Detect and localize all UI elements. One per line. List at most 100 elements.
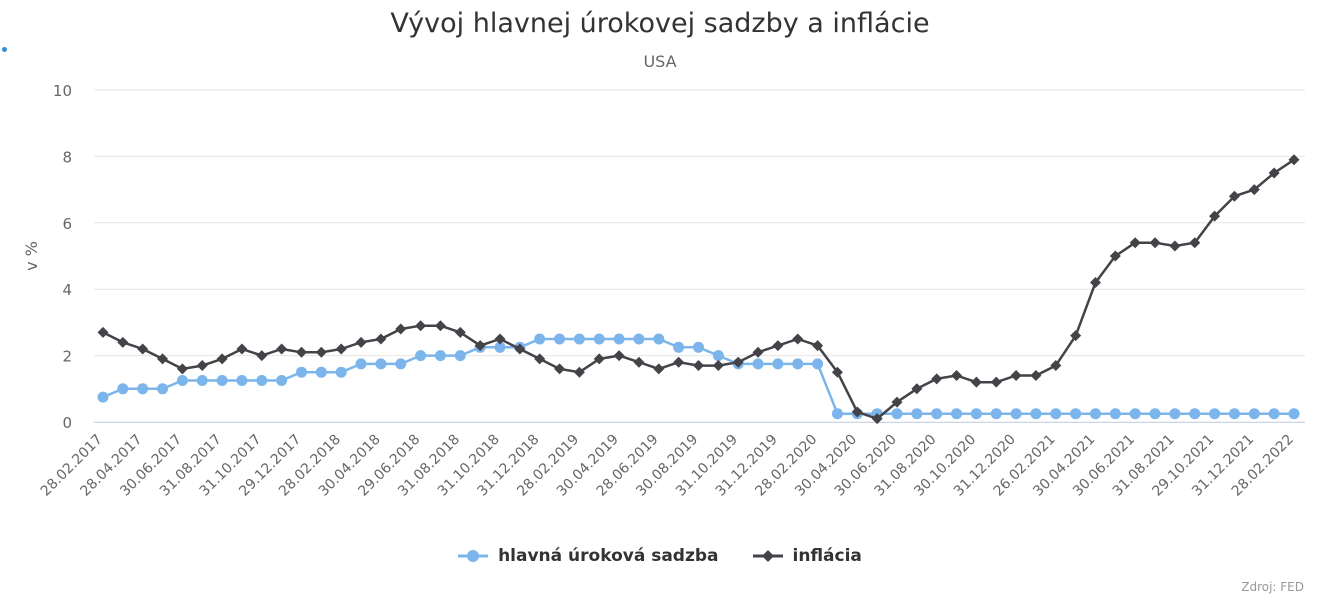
data-point[interactable] bbox=[514, 343, 526, 355]
data-point[interactable] bbox=[97, 326, 109, 338]
data-point[interactable] bbox=[97, 391, 109, 403]
data-point[interactable] bbox=[1169, 240, 1181, 252]
data-point[interactable] bbox=[752, 358, 764, 370]
data-point[interactable] bbox=[613, 350, 625, 362]
data-point[interactable] bbox=[375, 358, 387, 370]
data-point[interactable] bbox=[772, 340, 784, 352]
data-point[interactable] bbox=[792, 358, 804, 370]
data-point[interactable] bbox=[970, 376, 982, 388]
data-point[interactable] bbox=[1149, 237, 1161, 249]
data-point[interactable] bbox=[673, 341, 685, 353]
data-point[interactable] bbox=[951, 408, 963, 420]
data-point[interactable] bbox=[395, 358, 407, 370]
data-point[interactable] bbox=[1129, 408, 1141, 420]
data-point[interactable] bbox=[1209, 408, 1221, 420]
data-point[interactable] bbox=[812, 340, 824, 352]
data-point[interactable] bbox=[990, 408, 1002, 420]
data-point[interactable] bbox=[434, 350, 446, 362]
data-point[interactable] bbox=[1288, 408, 1300, 420]
data-point[interactable] bbox=[1010, 408, 1022, 420]
data-point[interactable] bbox=[296, 366, 307, 378]
data-point[interactable] bbox=[911, 408, 923, 420]
data-point[interactable] bbox=[315, 366, 327, 378]
data-point[interactable] bbox=[1189, 237, 1201, 249]
data-point[interactable] bbox=[355, 336, 367, 348]
data-point[interactable] bbox=[1030, 408, 1042, 420]
data-point[interactable] bbox=[554, 333, 566, 345]
data-point[interactable] bbox=[315, 346, 327, 358]
data-point[interactable] bbox=[176, 363, 188, 375]
data-point[interactable] bbox=[653, 363, 665, 375]
data-point[interactable] bbox=[911, 383, 923, 395]
data-point[interactable] bbox=[1209, 210, 1221, 222]
data-point[interactable] bbox=[633, 356, 645, 368]
data-point[interactable] bbox=[375, 333, 387, 345]
data-point[interactable] bbox=[157, 353, 169, 365]
data-point[interactable] bbox=[633, 333, 645, 345]
data-point[interactable] bbox=[395, 323, 407, 335]
data-point[interactable] bbox=[1070, 408, 1082, 420]
data-point[interactable] bbox=[1030, 370, 1042, 382]
data-point[interactable] bbox=[1050, 408, 1062, 420]
data-point[interactable] bbox=[732, 356, 744, 368]
data-point[interactable] bbox=[712, 350, 724, 362]
data-point[interactable] bbox=[1050, 360, 1062, 372]
data-point[interactable] bbox=[494, 341, 506, 353]
data-point[interactable] bbox=[256, 375, 268, 386]
data-point[interactable] bbox=[216, 353, 228, 365]
data-point[interactable] bbox=[573, 366, 585, 378]
data-point[interactable] bbox=[196, 360, 208, 372]
data-point[interactable] bbox=[1248, 408, 1260, 420]
data-point[interactable] bbox=[117, 336, 129, 348]
data-point[interactable] bbox=[1090, 408, 1101, 420]
data-point[interactable] bbox=[693, 341, 704, 353]
data-point[interactable] bbox=[613, 333, 625, 345]
data-point[interactable] bbox=[415, 350, 427, 362]
data-point[interactable] bbox=[1288, 154, 1300, 166]
data-point[interactable] bbox=[593, 353, 605, 365]
data-point[interactable] bbox=[216, 375, 228, 386]
data-point[interactable] bbox=[673, 356, 685, 368]
data-point[interactable] bbox=[196, 375, 208, 386]
data-point[interactable] bbox=[1149, 408, 1161, 420]
data-point[interactable] bbox=[454, 326, 466, 338]
data-point[interactable] bbox=[831, 366, 843, 378]
data-point[interactable] bbox=[693, 360, 704, 372]
data-point[interactable] bbox=[534, 333, 546, 345]
data-point[interactable] bbox=[236, 375, 248, 386]
data-point[interactable] bbox=[1070, 330, 1082, 342]
data-point[interactable] bbox=[1109, 408, 1121, 420]
data-point[interactable] bbox=[812, 358, 824, 370]
data-point[interactable] bbox=[534, 353, 546, 365]
data-point[interactable] bbox=[276, 343, 288, 355]
data-point[interactable] bbox=[474, 340, 486, 352]
data-point[interactable] bbox=[454, 350, 466, 362]
data-point[interactable] bbox=[494, 333, 506, 345]
data-point[interactable] bbox=[1228, 408, 1240, 420]
data-point[interactable] bbox=[335, 366, 347, 378]
data-point[interactable] bbox=[117, 383, 129, 395]
data-point[interactable] bbox=[1228, 190, 1240, 202]
data-point[interactable] bbox=[415, 320, 427, 332]
data-point[interactable] bbox=[712, 360, 724, 372]
data-point[interactable] bbox=[296, 346, 307, 358]
data-point[interactable] bbox=[554, 363, 566, 375]
data-point[interactable] bbox=[752, 346, 764, 358]
data-point[interactable] bbox=[871, 413, 883, 425]
data-point[interactable] bbox=[355, 358, 367, 370]
data-point[interactable] bbox=[434, 320, 446, 332]
data-point[interactable] bbox=[792, 333, 804, 345]
data-point[interactable] bbox=[1109, 250, 1121, 262]
data-point[interactable] bbox=[970, 408, 982, 420]
data-point[interactable] bbox=[276, 375, 288, 386]
data-point[interactable] bbox=[573, 333, 585, 345]
data-point[interactable] bbox=[1169, 408, 1181, 420]
data-point[interactable] bbox=[335, 343, 347, 355]
data-point[interactable] bbox=[1010, 370, 1022, 382]
data-point[interactable] bbox=[931, 373, 943, 385]
data-point[interactable] bbox=[951, 370, 963, 382]
data-point[interactable] bbox=[157, 383, 169, 395]
data-point[interactable] bbox=[772, 358, 784, 370]
data-point[interactable] bbox=[236, 343, 248, 355]
data-point[interactable] bbox=[990, 376, 1002, 388]
